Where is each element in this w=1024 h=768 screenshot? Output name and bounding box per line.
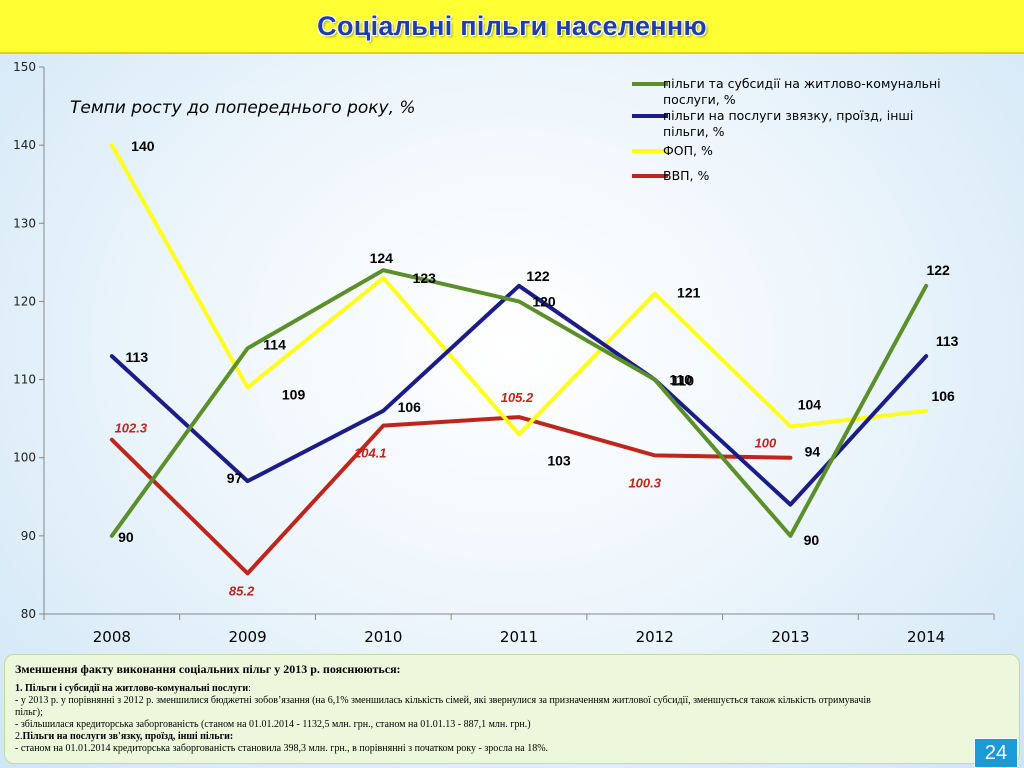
note-item1-title-suffix: : — [248, 683, 251, 694]
data-label-series-0: 124 — [370, 250, 394, 266]
data-label-series-3: 102.3 — [115, 421, 148, 436]
series-3-point — [382, 425, 384, 427]
note-item2-line1: - станом на 01.01.2014 кредиторська забо… — [15, 743, 549, 754]
chart-axes: 80 90 100 110 120 130 140 150 2008 2009 2010 2011 20… — [13, 60, 995, 646]
data-label-series-2: 121 — [677, 285, 701, 301]
data-label-series-2: 109 — [282, 386, 306, 402]
data-label-series-1: 106 — [398, 399, 422, 415]
title-bar: Соціальні пільги населенню — [0, 0, 1024, 54]
series-1-point — [247, 480, 249, 482]
data-label-series-3: 100.3 — [628, 475, 661, 490]
data-label-series-2: 104 — [798, 396, 822, 412]
note-item2-prefix: 2. — [15, 731, 23, 742]
series-3-point — [789, 457, 791, 459]
note-item1-heading: 1. Пільги і субсидії на житлово-комуналь… — [15, 683, 1009, 695]
data-label-series-3: 104.1 — [354, 446, 387, 461]
legend-label-1: пільги, % — [663, 124, 725, 139]
data-label-series-0: 120 — [532, 293, 556, 309]
chart-data-labels: 9011412412011090122113971061221109411314… — [115, 138, 959, 598]
data-label-series-1: 110 — [669, 372, 692, 388]
series-2-point — [789, 425, 791, 427]
chart-lines — [109, 143, 929, 576]
y-tick-label: 110 — [13, 373, 36, 387]
page-number-badge: 24 — [974, 738, 1018, 768]
note-item2-title: Пільги на послуги зв'язку, проїзд, інші … — [22, 731, 234, 742]
note-item1-title: 1. Пільги і субсидії на житлово-комуналь… — [15, 683, 249, 694]
data-label-series-1: 113 — [126, 349, 149, 365]
series-3-point — [247, 572, 249, 574]
series-0-point — [654, 379, 656, 381]
data-label-series-0: 122 — [926, 262, 950, 278]
series-2-point — [518, 433, 520, 435]
y-tick-label: 100 — [13, 451, 36, 465]
x-tick-label: 2010 — [364, 628, 402, 646]
series-3-point — [111, 439, 113, 441]
legend-label-1: пільги на послуги звязку, проїзд, інші — [663, 108, 913, 123]
series-0-point — [382, 269, 384, 271]
series-2-point — [382, 277, 384, 279]
data-label-series-1: 94 — [805, 444, 821, 460]
y-tick-label: 90 — [21, 529, 36, 543]
series-3-point — [518, 416, 520, 418]
y-tick-label: 120 — [13, 294, 36, 308]
line-chart: 80 90 100 110 120 130 140 150 2008 2009 2010 2011 20… — [13, 60, 995, 646]
legend-label-2: ФОП, % — [663, 143, 713, 158]
series-1-point — [518, 285, 520, 287]
data-label-series-2: 123 — [413, 270, 437, 286]
series-0-point — [925, 285, 927, 287]
series-line-3 — [109, 415, 793, 576]
note-item2-heading: 2.Пільги на послуги зв'язку, проїзд, інш… — [15, 731, 1009, 743]
series-0-point — [789, 535, 791, 537]
series-1-point — [925, 355, 927, 357]
explanation-note: Зменшення факту виконання соціальних піл… — [4, 654, 1020, 764]
slide-title: Соціальні пільги населенню — [317, 10, 707, 41]
y-tick-label: 140 — [13, 138, 36, 152]
y-tick-label: 130 — [13, 216, 36, 230]
series-1-point — [111, 355, 113, 357]
data-label-series-2: 106 — [931, 388, 955, 404]
note-heading: Зменшення факту виконання соціальних піл… — [15, 662, 401, 676]
data-label-series-3: 105.2 — [501, 390, 534, 405]
x-tick-label: 2009 — [228, 628, 266, 646]
chart-legend: пільги та субсидії на житлово-комунальні… — [632, 76, 941, 183]
legend-label-0: послуги, % — [663, 92, 736, 107]
x-tick-label: 2008 — [93, 628, 131, 646]
data-label-series-3: 100 — [755, 436, 777, 451]
data-label-series-1: 97 — [227, 470, 243, 486]
data-label-series-0: 90 — [118, 529, 134, 545]
series-0-point — [518, 300, 520, 302]
x-tick-label: 2012 — [636, 628, 674, 646]
series-2-point — [925, 410, 927, 412]
note-item1-line3: - збільшилася кредиторська заборгованіст… — [15, 719, 531, 730]
series-2-point — [111, 144, 113, 146]
note-item1-line2: пільг); — [15, 707, 43, 718]
data-label-series-2: 140 — [131, 138, 155, 154]
data-label-series-0: 114 — [263, 336, 286, 352]
series-1-point — [382, 410, 384, 412]
chart-subtitle: Темпи росту до попереднього року, % — [70, 98, 416, 118]
series-1-point — [789, 504, 791, 506]
y-tick-label: 150 — [13, 60, 36, 74]
legend-label-0: пільги та субсидії на житлово-комунальні — [663, 76, 941, 91]
note-item1-line1: - у 2013 р. у порівнянні з 2012 р. зменш… — [15, 695, 871, 706]
x-tick-label: 2014 — [907, 628, 945, 646]
data-label-series-1: 113 — [936, 333, 959, 349]
data-label-series-1: 122 — [526, 268, 550, 284]
data-label-series-2: 103 — [547, 452, 571, 468]
x-tick-label: 2013 — [771, 628, 809, 646]
legend-label-3: ВВП, % — [663, 168, 709, 183]
series-3-point — [654, 454, 656, 456]
series-0-point — [247, 347, 249, 349]
series-2-point — [654, 293, 656, 295]
data-label-series-0: 90 — [804, 532, 820, 548]
data-label-series-3: 85.2 — [229, 583, 255, 598]
data-label-series-0: 110 — [671, 373, 694, 389]
series-0-point — [111, 535, 113, 537]
series-2-point — [247, 386, 249, 388]
y-tick-label: 80 — [21, 607, 36, 621]
x-tick-label: 2011 — [500, 628, 538, 646]
